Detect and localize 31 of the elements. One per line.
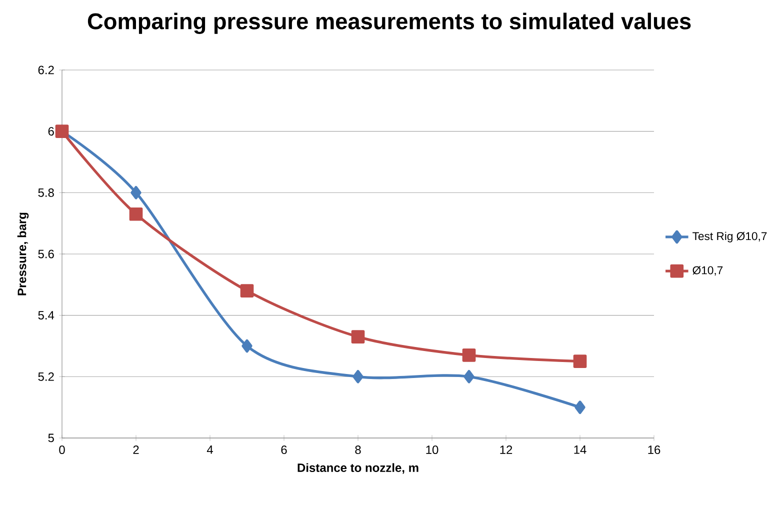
y-tick-label: 5.2 xyxy=(38,372,54,381)
y-axis-title: Pressure, barg xyxy=(17,212,29,296)
point xyxy=(352,370,364,384)
y-tick-label: 6 xyxy=(48,127,54,136)
point xyxy=(462,348,476,362)
x-tick-label: 6 xyxy=(281,446,287,454)
point xyxy=(351,330,365,344)
x-tick-label: 16 xyxy=(648,446,660,454)
point xyxy=(573,354,587,368)
x-tick-label: 0 xyxy=(59,446,65,454)
x-tick-label: 2 xyxy=(133,446,139,454)
x-tick-label: 8 xyxy=(355,446,361,454)
legend-label: Ø10,7 xyxy=(692,266,723,276)
y-tick-label: 5.4 xyxy=(38,311,54,320)
x-tick-label: 14 xyxy=(574,446,586,454)
chart-title: Comparing pressure measurements to simulated values xyxy=(88,12,691,34)
point xyxy=(242,339,252,353)
point xyxy=(130,186,142,200)
point xyxy=(129,207,143,221)
x-tick-label: 4 xyxy=(206,446,213,454)
legend-label: Test Rig Ø10,7 xyxy=(692,232,767,242)
x-axis-title: Distance to nozzle, m xyxy=(298,463,418,474)
point xyxy=(240,284,254,298)
point xyxy=(574,400,586,414)
point xyxy=(464,370,474,384)
x-tick-label: 10 xyxy=(426,446,438,454)
y-tick-label: 6.2 xyxy=(38,66,54,74)
y-tick-label: 5.6 xyxy=(38,250,54,258)
y-tick-label: 5 xyxy=(48,434,54,442)
y-tick-label: 5.8 xyxy=(38,188,54,197)
x-tick-label: 12 xyxy=(500,446,512,454)
